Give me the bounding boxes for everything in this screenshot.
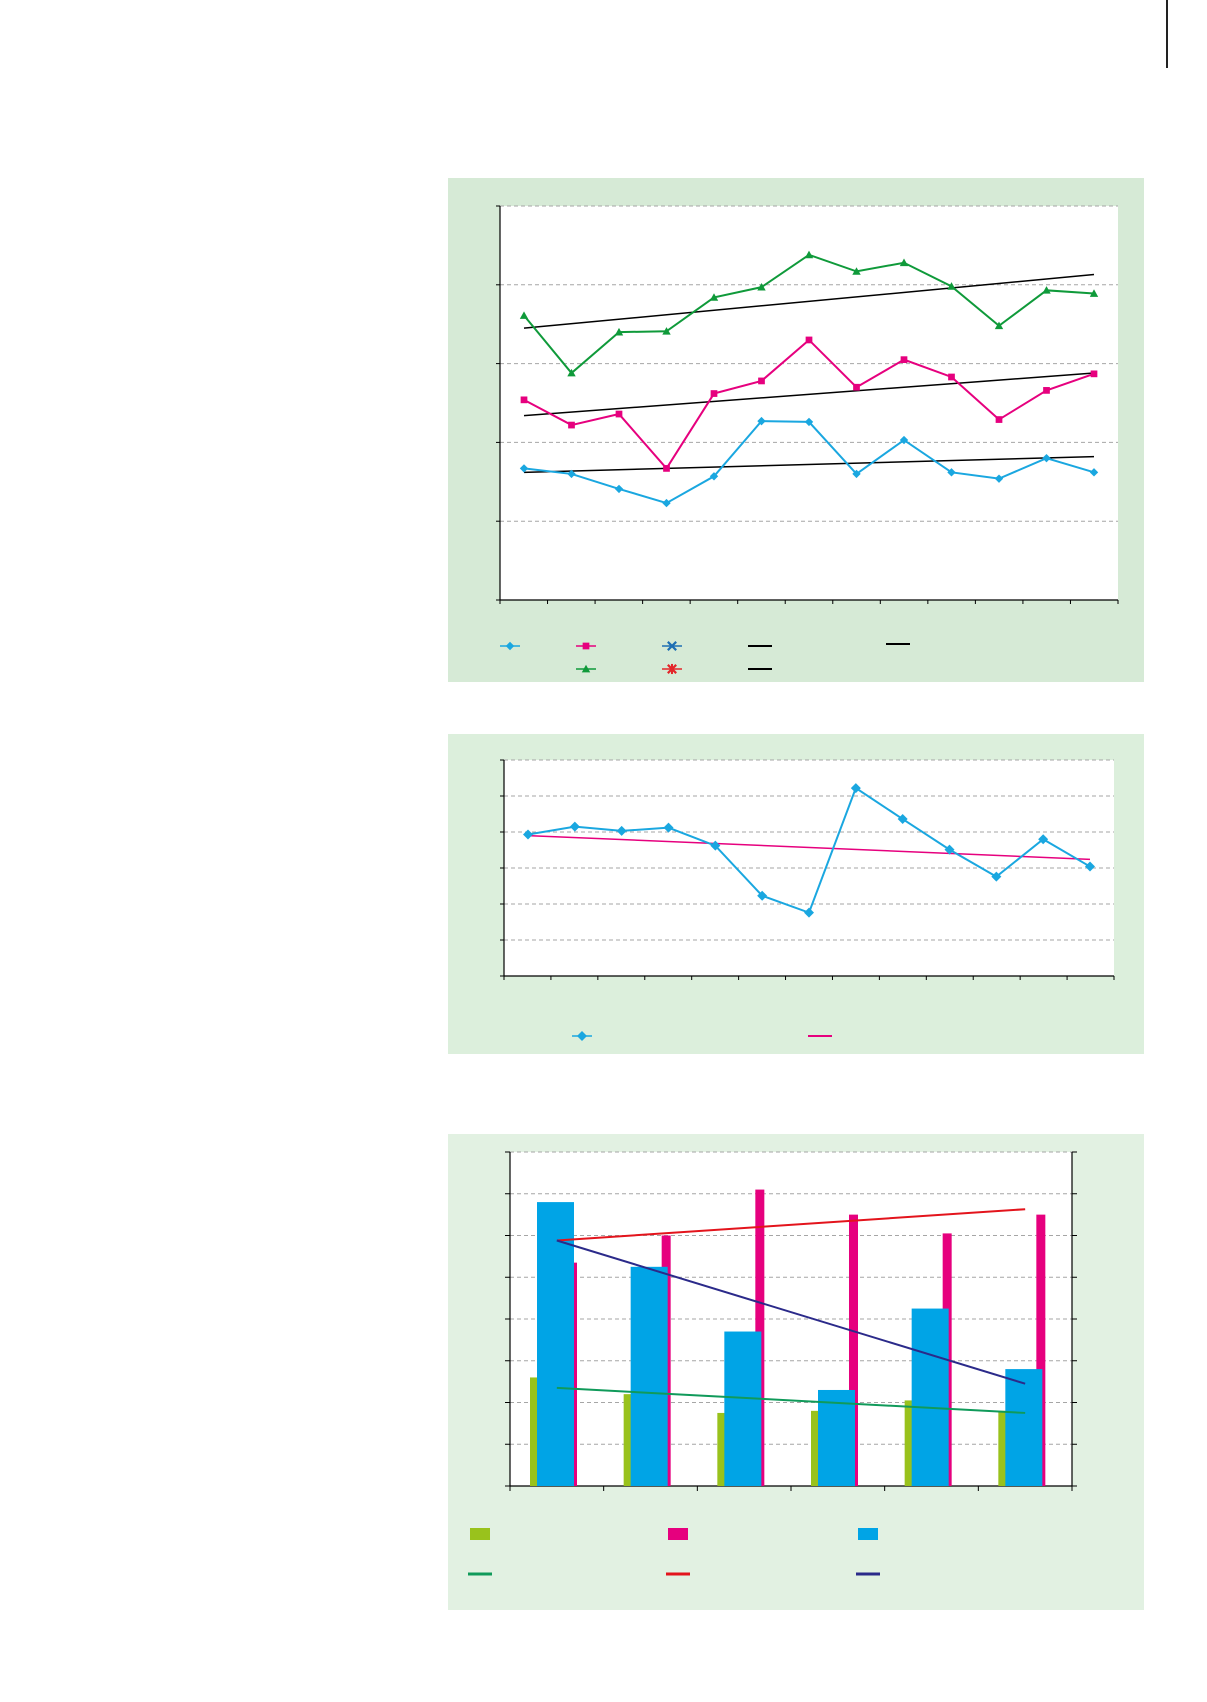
data-point xyxy=(899,258,909,267)
data-point xyxy=(1089,468,1099,477)
data-point xyxy=(899,435,909,445)
trendline xyxy=(523,273,1095,329)
data-point xyxy=(850,783,861,794)
data-point xyxy=(804,250,814,259)
data-point xyxy=(520,396,528,404)
data-point xyxy=(614,484,624,494)
data-point xyxy=(948,373,955,381)
legend-marker xyxy=(577,1031,587,1041)
bar-chart-panel xyxy=(448,1134,1144,1610)
data-point xyxy=(1038,834,1049,845)
data-point xyxy=(1085,861,1095,872)
legend-marker xyxy=(505,641,515,651)
data-point xyxy=(995,416,1003,423)
line-chart-2-panel xyxy=(448,734,1144,1054)
data-point xyxy=(615,410,623,418)
data-point xyxy=(947,468,956,477)
data-point xyxy=(991,871,1002,882)
trendline xyxy=(523,372,1095,417)
trendline xyxy=(556,1239,1026,1385)
data-point xyxy=(568,421,575,429)
bar-series-2 xyxy=(1036,1214,1046,1486)
bar-series-3 xyxy=(911,1308,949,1486)
data-point xyxy=(853,383,860,391)
bar-series-2 xyxy=(849,1214,858,1486)
data-point xyxy=(662,327,671,335)
data-point xyxy=(897,814,908,825)
legend-marker xyxy=(581,664,591,673)
bar-series-3 xyxy=(818,1389,855,1486)
data-point xyxy=(804,907,814,918)
data-point xyxy=(523,829,533,840)
data-point xyxy=(567,469,576,479)
bar-chart xyxy=(468,1151,1077,1576)
data-point xyxy=(804,417,814,427)
data-point xyxy=(709,472,719,481)
bar-series-3 xyxy=(537,1202,574,1486)
data-point xyxy=(757,890,768,901)
data-point xyxy=(519,311,529,319)
bar-series-1 xyxy=(623,1394,634,1486)
data-point xyxy=(994,474,1004,483)
data-point xyxy=(852,469,861,479)
data-point xyxy=(616,825,627,836)
line-chart-1-panel xyxy=(448,178,1144,682)
trendline xyxy=(527,834,1091,861)
legend-marker xyxy=(582,642,590,650)
data-point xyxy=(805,336,813,344)
bar-series-1 xyxy=(811,1410,821,1486)
bar-series-1 xyxy=(904,1400,915,1486)
data-point xyxy=(663,465,670,472)
data-point xyxy=(758,377,765,385)
page-corner-rule xyxy=(1166,0,1168,68)
data-point xyxy=(1090,370,1098,378)
legend-box xyxy=(470,1528,490,1540)
bar-series-1 xyxy=(717,1412,728,1486)
plot-area xyxy=(500,206,1118,600)
data-point xyxy=(663,822,674,833)
bar-series-3 xyxy=(724,1331,762,1486)
data-point xyxy=(900,356,908,364)
data-point xyxy=(614,327,624,336)
trendline xyxy=(556,1386,1026,1414)
data-point xyxy=(567,368,576,377)
data-point xyxy=(709,293,719,301)
line-chart-2 xyxy=(500,759,1115,1041)
legend-box xyxy=(858,1528,878,1540)
data-point xyxy=(710,390,718,397)
legend-box xyxy=(668,1528,688,1540)
data-point xyxy=(947,282,956,290)
legend-marker xyxy=(667,663,677,675)
bar-series-3 xyxy=(630,1266,668,1486)
data-point xyxy=(944,844,955,855)
data-point xyxy=(519,464,529,473)
data-point xyxy=(1042,286,1051,294)
line-chart-1 xyxy=(496,205,1119,675)
data-point xyxy=(1042,453,1051,463)
data-point xyxy=(757,282,766,291)
data-point xyxy=(1043,387,1050,394)
bar-series-1 xyxy=(530,1377,540,1486)
bar-series-1 xyxy=(998,1410,1009,1486)
data-point xyxy=(662,498,671,508)
legend-marker xyxy=(667,641,677,651)
trendline xyxy=(523,455,1095,474)
data-point xyxy=(1089,289,1099,297)
data-point xyxy=(852,267,861,275)
data-point xyxy=(569,821,580,832)
bar-series-3 xyxy=(1005,1369,1043,1486)
data-point xyxy=(710,840,721,851)
data-point xyxy=(994,321,1004,330)
data-point xyxy=(757,416,766,426)
trendline xyxy=(556,1208,1026,1242)
